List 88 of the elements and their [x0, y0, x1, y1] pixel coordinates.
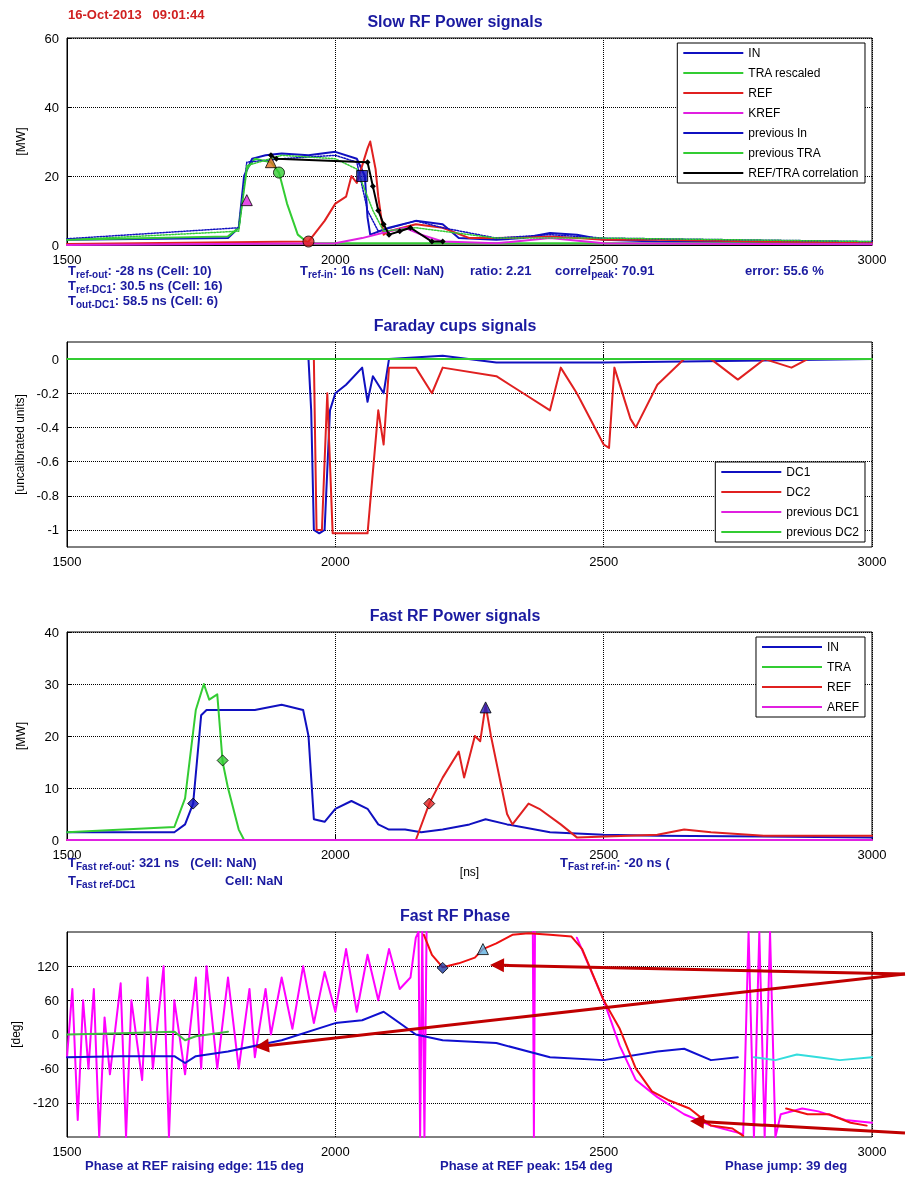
y-tick-label: 0 [51, 832, 59, 848]
line-series [66, 1030, 229, 1042]
legend-label: TRA [827, 660, 851, 674]
point [364, 159, 371, 166]
chart-title: Fast RF Power signals [369, 606, 541, 624]
y-tick-label: 0 [51, 351, 59, 367]
point [380, 221, 387, 228]
y-tick-label: 40 [44, 624, 59, 640]
legend-label: previous DC1 [786, 505, 860, 519]
x-tick-label: 2000 [320, 554, 350, 569]
point [302, 235, 315, 248]
x-tick-label: 2500 [589, 554, 619, 569]
chart-title: Faraday cups signals [373, 316, 537, 334]
point [273, 155, 280, 162]
point [240, 194, 253, 207]
y-tick-label: 30 [44, 676, 59, 692]
text: 16-Oct-2013 09:01:44 [68, 7, 206, 22]
point [423, 797, 436, 810]
x-tick-label: 1500 [52, 252, 82, 267]
y-axis-title: [MW] [14, 722, 28, 750]
point [396, 228, 403, 235]
point [369, 183, 376, 190]
point [264, 156, 277, 169]
y-tick-label: 20 [44, 168, 59, 184]
y-tick-label: -1 [47, 522, 59, 538]
y-tick-label: -60 [40, 1061, 59, 1077]
point [375, 207, 382, 214]
point [272, 166, 285, 179]
x-tick-label: 3000 [857, 554, 887, 569]
legend-label: AREF [827, 700, 860, 714]
x-tick-label: 1500 [52, 554, 82, 569]
point [439, 238, 446, 245]
y-tick-label: 40 [44, 99, 59, 115]
legend-label: TRA rescaled [748, 66, 821, 80]
point [386, 231, 392, 238]
legend-label: REF [748, 86, 773, 100]
point [187, 797, 200, 810]
chart-title: Slow RF Power signals [367, 12, 543, 30]
y-axis-title: [uncalibrated units] [12, 394, 27, 495]
legend-label: previous TRA [748, 146, 821, 160]
x-tick-label: 3000 [857, 252, 887, 267]
y-tick-label: 120 [37, 958, 59, 974]
legend-label: IN [827, 640, 839, 654]
legend-label: DC1 [786, 465, 811, 479]
y-tick-label: 60 [44, 992, 59, 1008]
text: Phase at REF peak: 154 deg [440, 1158, 613, 1173]
x-tick-label: 1500 [52, 1144, 82, 1159]
legend-label: previous In [748, 126, 808, 140]
text: Cell: NaN [225, 873, 283, 888]
legend-label: DC2 [786, 485, 811, 499]
y-tick-label: 20 [44, 728, 59, 744]
chart-title: Fast RF Phase [399, 906, 511, 924]
point [216, 754, 229, 767]
legend-label: REF [827, 680, 851, 694]
y-axis-title: [MW] [14, 127, 28, 156]
text: Phase jump: 39 deg [725, 1158, 848, 1173]
y-axis-title: [deg] [9, 1021, 24, 1048]
y-tick-label: 60 [44, 30, 59, 46]
point [407, 224, 414, 231]
legend-label: KREF [748, 106, 781, 120]
x-axis-title: [ns] [459, 864, 480, 879]
x-tick-label: 2000 [320, 1144, 350, 1159]
y-tick-label: 0 [51, 1027, 59, 1042]
x-tick-label: 3000 [857, 847, 887, 862]
text: ratio: 2.21 [470, 263, 532, 278]
x-tick-label: 2500 [589, 1144, 619, 1159]
text: error: 55.6 % [745, 263, 825, 278]
y-tick-label: 0 [51, 237, 59, 253]
x-tick-label: 2500 [589, 847, 619, 862]
legend-label: IN [748, 46, 761, 60]
y-tick-label: -0.6 [36, 454, 59, 470]
point [356, 170, 369, 182]
line-series [66, 1010, 739, 1064]
y-tick-label: -0.4 [36, 419, 59, 435]
y-tick-label: -120 [32, 1095, 59, 1111]
legend-label: previous DC2 [786, 525, 860, 539]
point [479, 701, 492, 714]
y-tick-label: 10 [44, 780, 59, 796]
y-tick-label: -0.2 [36, 385, 59, 401]
legend-label: REF/TRA correlation [748, 166, 859, 180]
x-tick-label: 2500 [589, 252, 619, 267]
line-series [66, 683, 246, 841]
x-tick-label: 2000 [320, 847, 350, 862]
text: Phase at REF raising edge: 115 deg [85, 1158, 304, 1173]
x-tick-label: 2000 [320, 252, 350, 267]
point [428, 238, 435, 245]
y-tick-label: -0.8 [36, 488, 59, 504]
x-tick-label: 3000 [857, 1144, 887, 1159]
